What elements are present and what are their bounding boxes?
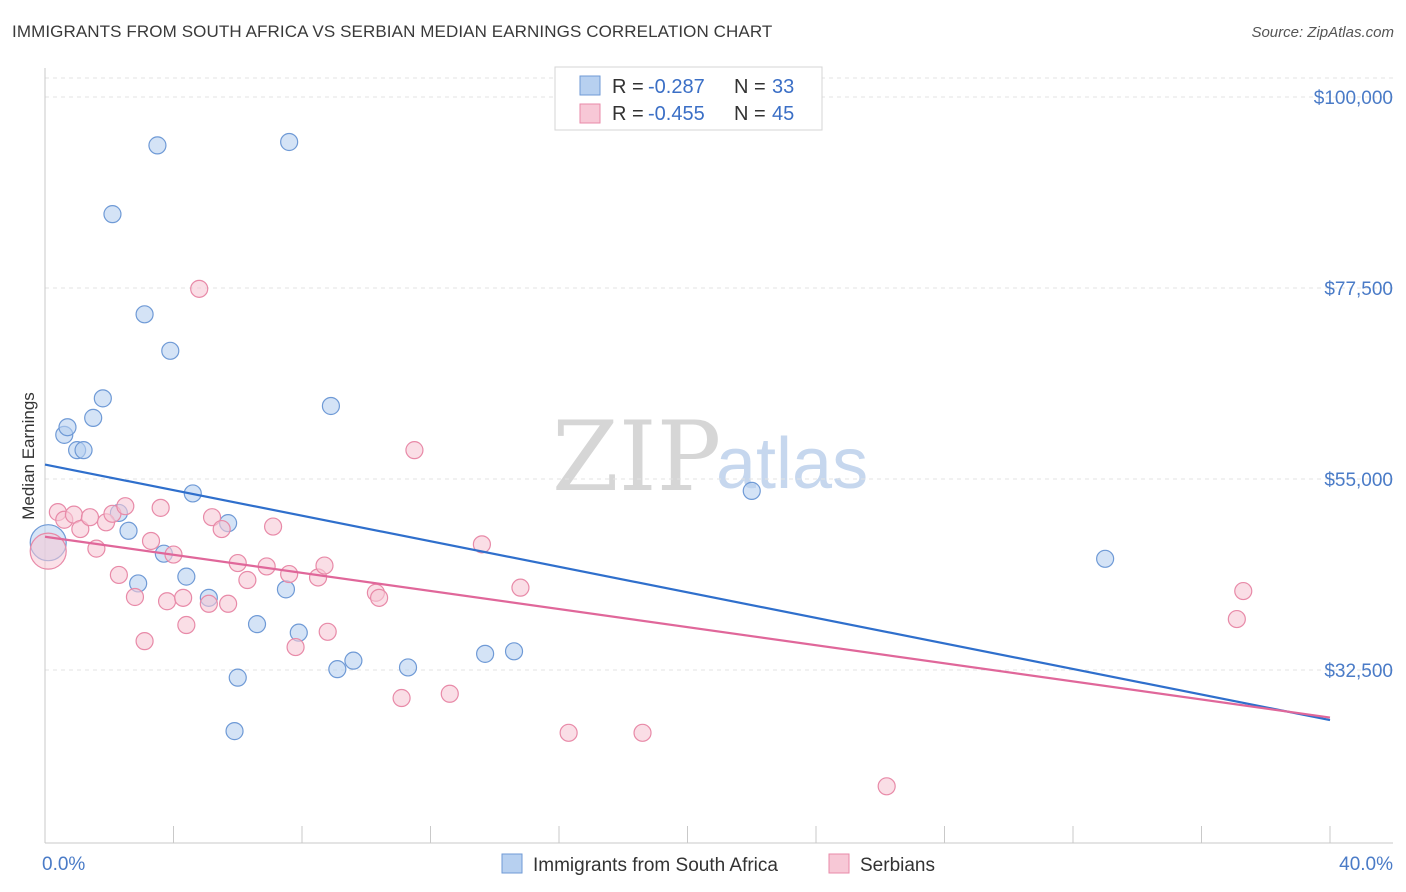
legend-swatch-blue — [579, 75, 601, 96]
serbians-point-25 — [238, 570, 257, 590]
legend-r-value-2: -0.455 — [648, 103, 705, 125]
south-africa-point-19 — [225, 722, 244, 741]
legend-r-value-1: -0.287 — [648, 76, 705, 98]
legend-n-label-2: N = — [734, 103, 766, 125]
south-africa-point-25 — [321, 396, 341, 416]
y-axis-title: Median Earnings — [19, 392, 38, 520]
x-tick-label-min: 0.0% — [42, 854, 85, 875]
serbians-point-40 — [559, 723, 578, 742]
bottom-legend-swatch-blue — [501, 853, 523, 874]
legend-r-label-2: R = — [612, 103, 644, 125]
south-africa-point-31 — [742, 481, 761, 500]
serbians-point-44 — [1234, 581, 1253, 601]
y-tick-label-1: $55,000 — [1324, 470, 1393, 491]
south-africa-point-20 — [228, 668, 247, 687]
correlation-legend: R = -0.287 N = 33 R = -0.455 N = 45 — [554, 66, 823, 131]
serbians-point-34 — [370, 588, 389, 607]
serbians-point-32 — [318, 622, 337, 641]
south-africa-point-28 — [398, 658, 418, 677]
serbians-point-0 — [29, 532, 67, 570]
trend-line-serbians — [44, 535, 1331, 719]
serbians-point-29 — [286, 637, 305, 657]
serbians-point-38 — [472, 535, 491, 554]
south-africa-point-15 — [177, 567, 196, 586]
trend-lines — [44, 463, 1331, 722]
serbians-point-11 — [125, 587, 145, 607]
source-label: Source: ZipAtlas.com — [1251, 24, 1394, 41]
serbians-point-18 — [177, 615, 196, 635]
south-africa-point-22 — [276, 580, 296, 599]
south-africa-point-32 — [1096, 549, 1115, 568]
legend-n-label-1: N = — [734, 76, 766, 98]
axes — [44, 68, 1393, 844]
series-serbians-points — [29, 279, 1253, 796]
south-africa-point-6 — [93, 389, 112, 408]
bottom-legend-swatch-pink — [828, 853, 850, 874]
serbians-point-10 — [116, 497, 135, 516]
trend-line-south-africa — [44, 463, 1331, 722]
y-tick-labels: $32,500 $55,000 $77,500 $100,000 — [1314, 88, 1393, 682]
y-tick-label-2: $77,500 — [1324, 279, 1393, 300]
serbians-point-9 — [109, 565, 128, 585]
south-africa-point-4 — [74, 441, 93, 460]
serbians-point-42 — [877, 777, 896, 796]
serbians-point-4 — [71, 519, 90, 539]
south-africa-point-13 — [161, 341, 180, 360]
x-tick-label-max: 40.0% — [1339, 854, 1393, 875]
serbians-point-14 — [151, 498, 170, 517]
south-africa-point-23 — [280, 132, 299, 152]
south-africa-point-21 — [247, 615, 267, 634]
serbians-point-35 — [392, 688, 411, 708]
serbians-point-5 — [80, 508, 100, 527]
south-africa-point-12 — [148, 136, 167, 155]
bottom-legend-label-serbians: Serbians — [860, 855, 935, 876]
series-legend: Immigrants from South Africa Serbians — [501, 853, 935, 876]
legend-n-value-2: 45 — [772, 103, 794, 125]
serbians-point-15 — [157, 592, 177, 611]
serbians-point-20 — [199, 594, 218, 613]
serbians-point-39 — [511, 578, 530, 597]
south-africa-point-29 — [476, 644, 495, 663]
serbians-point-13 — [141, 531, 161, 551]
serbians-point-41 — [633, 723, 652, 742]
bottom-legend-label-south-africa: Immigrants from South Africa — [533, 855, 778, 876]
legend-n-value-1: 33 — [772, 76, 794, 98]
south-africa-point-30 — [504, 642, 524, 661]
y-tick-label-3: $100,000 — [1314, 88, 1393, 109]
serbians-point-17 — [174, 588, 193, 607]
serbians-point-28 — [280, 564, 299, 584]
legend-r-label-1: R = — [612, 76, 644, 98]
chart-title: IMMIGRANTS FROM SOUTH AFRICA VS SERBIAN … — [12, 22, 773, 41]
watermark-atlas: atlas — [716, 424, 868, 504]
serbians-point-27 — [263, 517, 283, 536]
south-africa-point-9 — [119, 521, 138, 540]
south-africa-point-11 — [135, 305, 154, 324]
serbians-point-37 — [440, 684, 459, 703]
south-africa-point-5 — [84, 408, 103, 427]
watermark-zip: ZIP — [552, 401, 721, 513]
x-ticks — [44, 826, 1331, 843]
serbians-point-22 — [212, 519, 231, 539]
legend-swatch-pink — [579, 103, 601, 124]
south-africa-point-7 — [103, 205, 122, 224]
serbians-point-12 — [135, 632, 154, 651]
south-africa-point-27 — [344, 651, 363, 670]
south-africa-point-26 — [328, 660, 347, 679]
serbians-point-21 — [202, 508, 222, 527]
south-africa-point-2 — [58, 418, 77, 437]
y-tick-label-0: $32,500 — [1324, 661, 1393, 682]
serbians-point-43 — [1227, 609, 1246, 629]
serbians-point-23 — [219, 594, 238, 613]
serbians-point-31 — [315, 556, 334, 575]
serbians-point-19 — [190, 279, 209, 298]
serbians-point-36 — [405, 441, 424, 460]
